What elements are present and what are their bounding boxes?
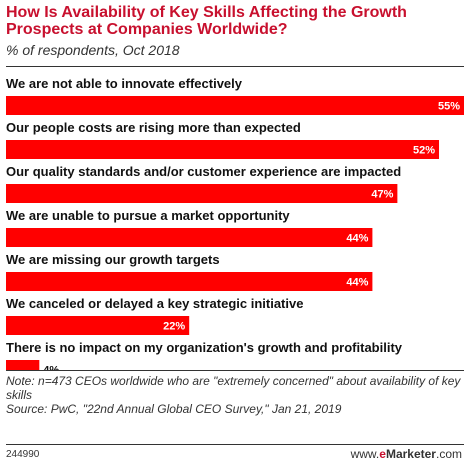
category-label: We are missing our growth targets — [6, 252, 220, 267]
category-label: We are unable to pursue a market opportu… — [6, 208, 290, 223]
value-label: 47% — [371, 189, 393, 201]
footer-divider — [6, 370, 464, 371]
category-label: Our people costs are rising more than ex… — [6, 120, 301, 135]
brand-link[interactable]: www.eMarketer.com — [351, 447, 462, 461]
value-label: 22% — [163, 321, 185, 333]
bar — [6, 360, 40, 370]
category-label: We are not able to innovate effectively — [6, 76, 243, 91]
bar — [6, 184, 398, 203]
brand-name: Marketer — [385, 447, 436, 461]
bar — [6, 316, 190, 335]
value-label: 44% — [346, 233, 368, 245]
bar-chart: We are not able to innovate effectively 5… — [6, 76, 464, 371]
header-divider — [6, 66, 464, 67]
category-label: Our quality standards and/or customer ex… — [6, 164, 401, 179]
bar — [6, 140, 440, 159]
source-text: Source: PwC, "22nd Annual Global CEO Sur… — [6, 402, 342, 416]
value-label: 4% — [43, 365, 59, 371]
note-text: Note: n=473 CEOs worldwide who are "extr… — [6, 374, 461, 402]
brand-suffix: .com — [435, 447, 462, 461]
category-label: We canceled or delayed a key strategic i… — [6, 296, 303, 311]
chart-title: How Is Availability of Key Skills Affect… — [6, 4, 407, 38]
bar — [6, 228, 373, 247]
bar — [6, 272, 373, 291]
brand-e: e — [379, 447, 386, 461]
chart-subtitle: % of respondents, Oct 2018 — [6, 42, 180, 58]
brand-prefix: www. — [350, 447, 380, 461]
chart-notes: Note: n=473 CEOs worldwide who are "extr… — [6, 374, 464, 416]
value-label: 44% — [346, 277, 368, 289]
bottom-divider — [6, 444, 464, 445]
value-label: 52% — [413, 145, 435, 157]
bar — [6, 96, 464, 115]
category-label: There is no impact on my organization's … — [6, 340, 403, 355]
value-label: 55% — [438, 101, 460, 113]
chart-id: 244990 — [6, 449, 40, 460]
